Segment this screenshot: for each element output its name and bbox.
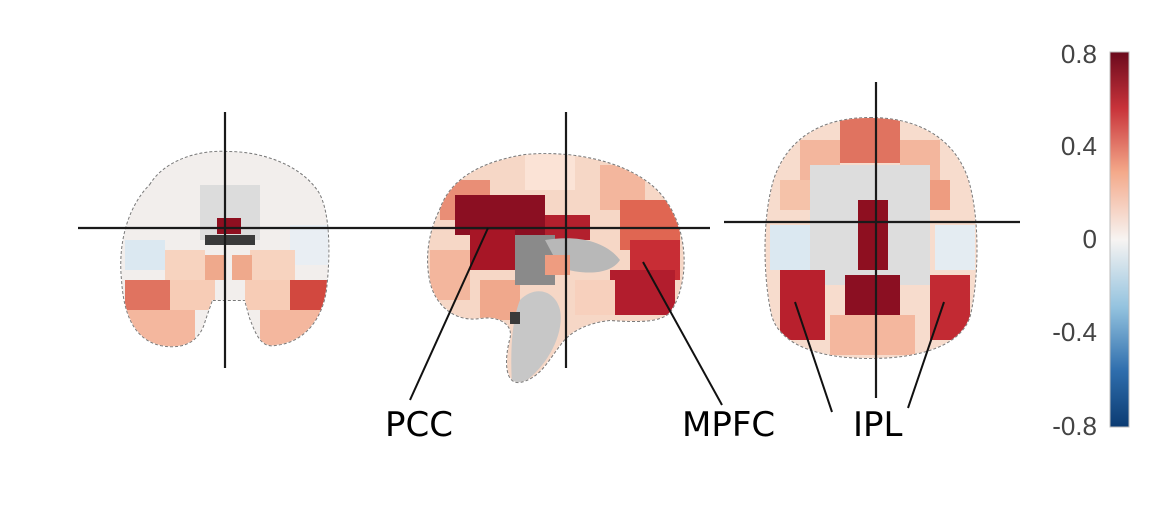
annotation-lines [409,227,945,413]
coronal-view [120,150,330,348]
ipl-right-pointer [907,301,945,409]
colorbar-tick-2: 0 [1083,224,1097,254]
mpfc-pointer [642,261,723,406]
ipl-left-pointer [794,301,833,413]
axial-view [764,116,978,360]
pcc-pointer [409,227,489,401]
colorbar-tick-1: 0.4 [1061,131,1097,161]
colorbar-gradient [1109,51,1130,428]
mpfc-label: MPFC [682,405,775,445]
sagittal-view [427,153,685,384]
colorbar-tick-3: -0.4 [1052,317,1097,347]
pcc-label: PCC [385,405,453,445]
ipl-label: IPL [853,405,903,445]
colorbar: 0.8 0.4 0 -0.4 -0.8 [1052,39,1130,441]
crosshairs [78,82,1020,398]
colorbar-tick-0: 0.8 [1061,39,1097,69]
colorbar-tick-4: -0.8 [1052,411,1097,441]
